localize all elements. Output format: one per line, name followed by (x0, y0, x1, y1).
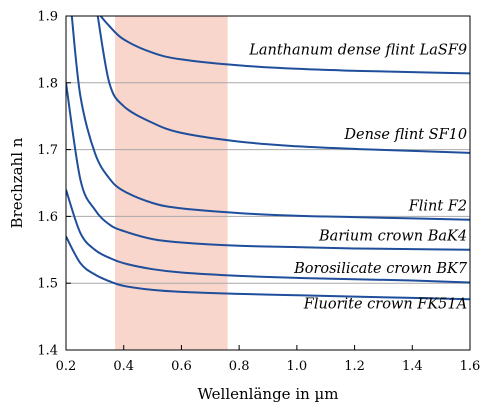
series-line-4 (66, 189, 470, 284)
x-tick-label: 1.6 (460, 359, 481, 374)
series-line-1 (96, 16, 470, 154)
series-line-0 (99, 16, 470, 75)
x-tick-label: 0.2 (56, 359, 77, 374)
y-tick-label: 1.9 (37, 10, 58, 25)
series-label-3: Barium crown BaK4 (318, 228, 467, 244)
x-tick-label: 1.0 (287, 359, 308, 374)
plot-frame (65, 15, 471, 351)
series-line-5 (66, 235, 470, 301)
x-tick-label: 0.4 (113, 359, 134, 374)
series-line-2 (70, 16, 470, 221)
x-tick-label: 0.8 (229, 359, 250, 374)
x-axis-label: Wellenlänge in µm (197, 385, 338, 403)
y-tick-label: 1.5 (37, 277, 58, 292)
y-tick-label: 1.7 (37, 143, 58, 158)
series-label-2: Flint F2 (408, 198, 467, 214)
series-label-4: Borosilicate crown BK7 (293, 261, 468, 277)
y-tick-label: 1.4 (37, 344, 58, 359)
series-label-0: Lanthanum dense flint LaSF9 (248, 43, 467, 59)
series-line-3 (66, 82, 470, 251)
x-tick-label: 1.2 (344, 359, 365, 374)
y-tick-label: 1.8 (37, 76, 58, 91)
y-axis-label: Brechzahl n (8, 137, 26, 228)
visible-spectrum-band (115, 16, 228, 350)
series-label-1: Dense flint SF10 (343, 127, 467, 143)
x-tick-label: 0.6 (171, 359, 192, 374)
x-tick-label: 1.4 (402, 359, 423, 374)
series-label-5: Fluorite crown FK51A (303, 297, 467, 313)
y-tick-label: 1.6 (37, 210, 58, 225)
